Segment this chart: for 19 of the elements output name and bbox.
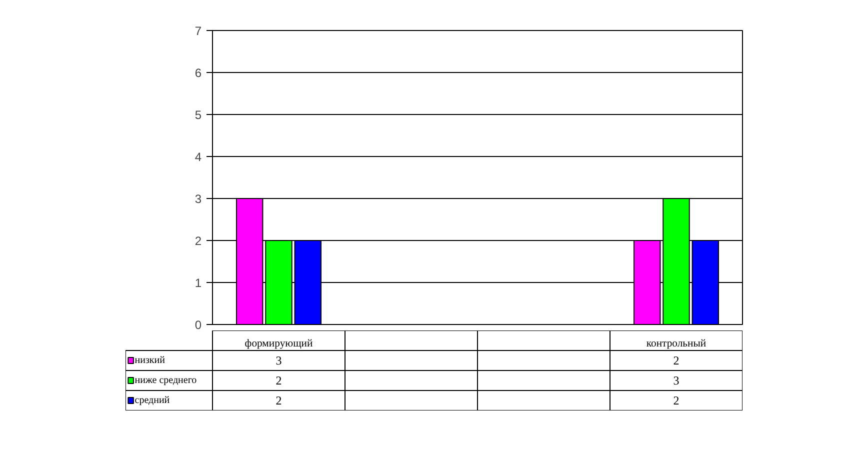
x-tick-label: контрольный bbox=[646, 338, 706, 350]
legend-label: ниже среднего bbox=[134, 375, 197, 386]
y-tick-label: 2 bbox=[194, 234, 202, 248]
y-tick-label: 0 bbox=[194, 318, 202, 332]
data-label: 2 bbox=[276, 374, 282, 388]
data-label: 3 bbox=[276, 354, 282, 368]
y-tick-label: 1 bbox=[194, 276, 202, 290]
legend-label: средний bbox=[134, 395, 170, 406]
data-label: 2 bbox=[673, 394, 680, 408]
y-tick-label: 3 bbox=[194, 192, 202, 206]
y-tick-label: 4 bbox=[194, 150, 202, 164]
legend-label: низкий bbox=[134, 355, 166, 366]
y-tick-label: 6 bbox=[194, 66, 202, 80]
x-tick-label: формирующий bbox=[244, 338, 314, 350]
y-tick-label: 7 bbox=[194, 24, 202, 38]
data-label: 2 bbox=[276, 394, 282, 408]
y-tick-label: 5 bbox=[194, 108, 202, 122]
data-label: 3 bbox=[673, 374, 680, 388]
data-label: 2 bbox=[673, 354, 680, 368]
